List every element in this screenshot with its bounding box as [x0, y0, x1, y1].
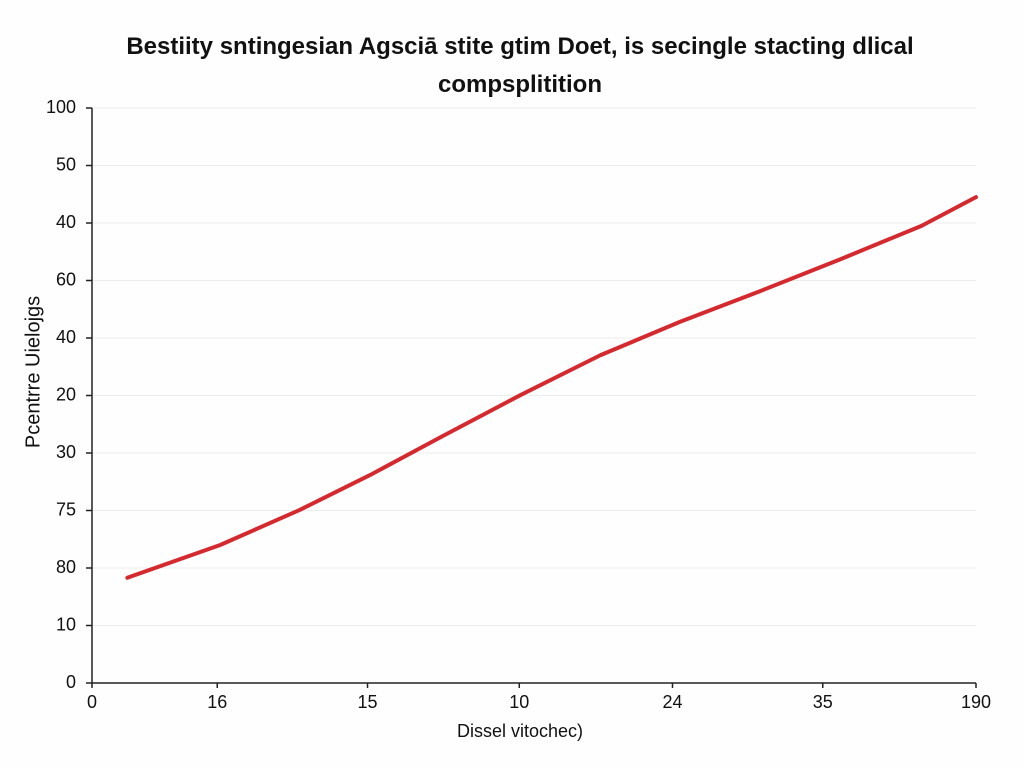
x-axis-label: Dissel vitochec) [457, 721, 583, 741]
y-tick-label: 60 [56, 269, 76, 289]
x-tick-label: 24 [662, 692, 682, 712]
chart-title: Bestiity sntingesian Agsciā stite gtim D… [126, 33, 914, 98]
y-tick-label: 40 [56, 327, 76, 347]
y-tick-label: 0 [66, 672, 76, 692]
line [125, 195, 978, 580]
x-tick-label: 190 [961, 692, 991, 712]
y-axis-label: Pcentrre Uielojgs [22, 296, 44, 448]
x-tick-label: 15 [357, 692, 377, 712]
y-tick-label: 100 [46, 97, 76, 117]
x-tick-label: 16 [207, 692, 227, 712]
x-tick-label: 0 [87, 692, 97, 712]
y-tick-label: 80 [56, 557, 76, 577]
x-tick-label: 35 [813, 692, 833, 712]
x-tick-label: 10 [509, 692, 529, 712]
y-tick-label: 10 [56, 614, 76, 634]
y-tick-label: 20 [56, 384, 76, 404]
y-tick-label: 50 [56, 154, 76, 174]
y-tick-label: 75 [56, 499, 76, 519]
y-tick-label: 30 [56, 442, 76, 462]
y-tick-label: 40 [56, 212, 76, 232]
